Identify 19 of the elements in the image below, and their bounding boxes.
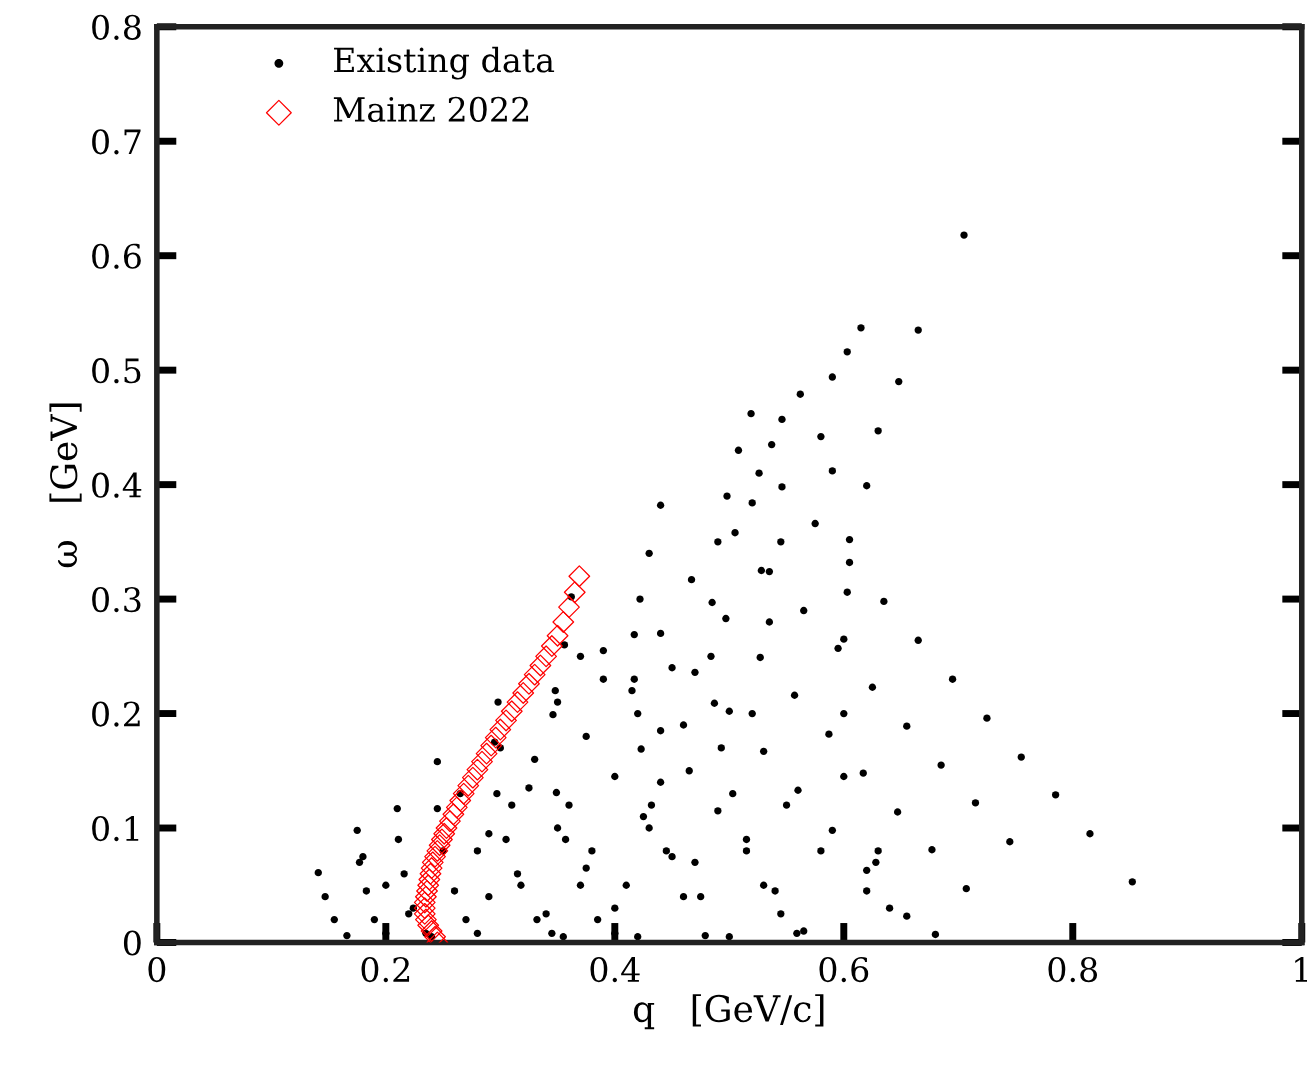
y-tick-label: 0 (123, 930, 141, 956)
legend-label: Mainz 2022 (333, 96, 529, 122)
x-tick-label: 0.6 (819, 956, 869, 983)
y-tick-label: 0.3 (92, 587, 141, 613)
y-axis-title: ω [GeV] (49, 403, 82, 568)
x-tick-label: 0.2 (361, 956, 410, 983)
y-tick-label: 0.2 (92, 701, 140, 727)
y-tick-label: 0.8 (92, 14, 141, 40)
x-tick-label: 0 (148, 956, 166, 983)
y-tick-label: 0.6 (92, 243, 141, 269)
x-axis-title: q [GeV/c] (633, 994, 824, 1030)
legend-label: Existing data (334, 46, 555, 80)
y-tick-label: 0.7 (92, 129, 141, 155)
x-tick-label: 1 (1295, 956, 1307, 982)
y-tick-label: 0.5 (92, 358, 141, 384)
x-tick-label: 0.8 (1048, 956, 1098, 983)
x-tick-label: 0.4 (590, 956, 640, 983)
y-tick-label: 0.1 (92, 815, 139, 842)
y-tick-label: 0.4 (92, 472, 142, 498)
